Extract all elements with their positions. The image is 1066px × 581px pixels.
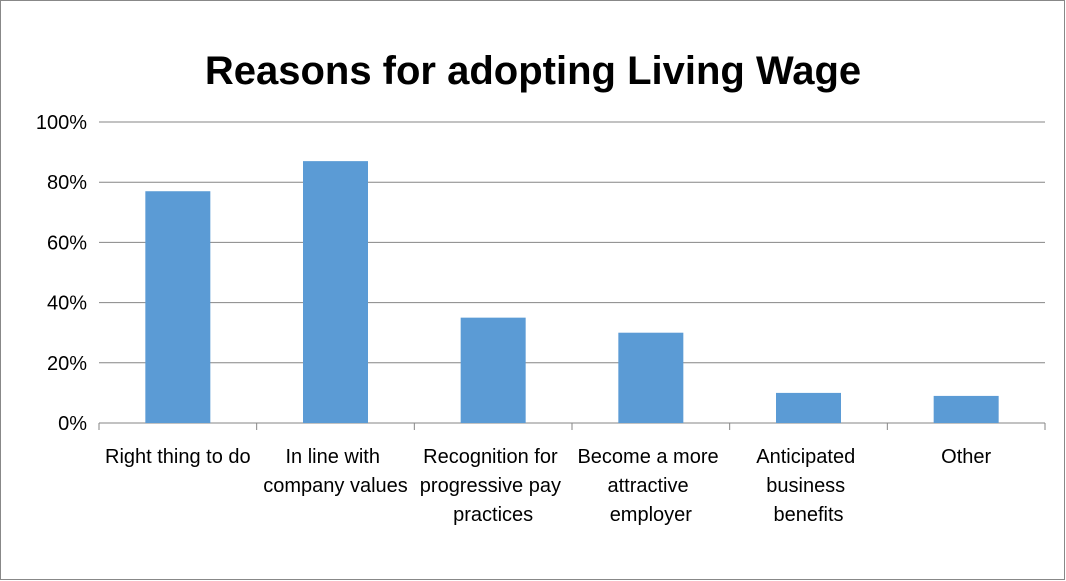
bar xyxy=(776,392,841,423)
x-tick-label: Become a more attractive employer xyxy=(577,446,724,526)
x-tick-label: Other xyxy=(941,446,991,468)
y-tick-label: 100% xyxy=(36,112,87,134)
x-tick-label: In line with company values xyxy=(263,446,408,497)
bar xyxy=(145,191,211,423)
y-tick-label: 60% xyxy=(47,232,87,254)
chart-title: Reasons for adopting Living Wage xyxy=(205,49,861,93)
x-tick-label: Right thing to do xyxy=(105,446,251,468)
bar xyxy=(460,317,526,423)
y-tick-label: 40% xyxy=(47,293,87,315)
y-tick-label: 80% xyxy=(47,172,87,194)
bar xyxy=(618,332,684,423)
x-tick-label: Anticipated business benefits xyxy=(756,446,861,526)
y-tick-label: 20% xyxy=(47,353,87,375)
bar xyxy=(933,395,999,423)
bar xyxy=(303,161,368,423)
y-tick-label: 0% xyxy=(58,413,87,435)
x-tick-label: Recognition for progressive pay practice… xyxy=(420,446,567,526)
